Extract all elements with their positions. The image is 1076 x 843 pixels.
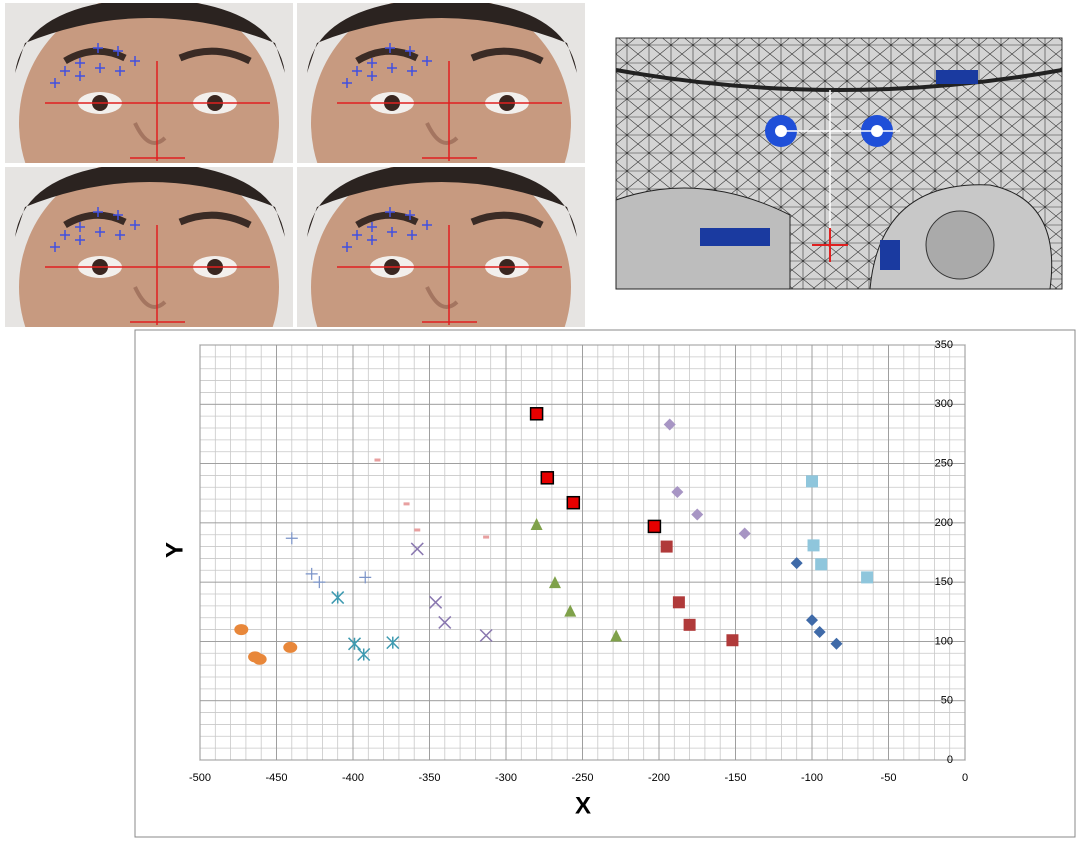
point [726,634,738,646]
point [684,619,696,631]
y-tick-label: 350 [935,339,953,351]
x-tick-label: -50 [881,772,897,784]
y-axis-label: Y [161,542,188,558]
point [374,459,380,462]
point [806,475,818,487]
point [283,642,297,653]
point [861,571,873,583]
x-tick-label: -150 [724,772,746,784]
y-tick-label: 300 [935,398,953,410]
y-tick-label: 200 [935,517,953,529]
point [253,654,267,665]
robot-render [616,38,1062,289]
x-tick-label: -300 [495,772,517,784]
x-tick-label: -250 [571,772,593,784]
x-axis-label: X [575,792,591,819]
x-tick-label: -350 [418,772,440,784]
point [404,502,410,505]
x-tick-label: -200 [648,772,670,784]
point [414,528,420,531]
x-tick-label: -450 [265,772,287,784]
point [234,624,248,635]
x-tick-label: 0 [962,772,968,784]
y-tick-label: 100 [935,635,953,647]
figure: -500-450-400-350-300-250-200-150-100-500… [0,0,1076,838]
y-tick-label: 150 [935,576,953,588]
point [483,536,489,539]
y-tick-label: 50 [941,695,953,707]
y-tick-label: 250 [935,457,953,469]
x-tick-label: -400 [342,772,364,784]
point [567,497,579,509]
point [661,541,673,553]
point [673,596,685,608]
point [808,539,820,551]
point [815,558,827,570]
y-tick-label: 0 [947,754,953,766]
point [531,408,543,420]
x-tick-label: -100 [801,772,823,784]
x-tick-label: -500 [189,772,211,784]
point [541,472,553,484]
point [648,520,660,532]
page: {"chart_data": {"type": "scatter", "xlab… [0,0,1076,838]
